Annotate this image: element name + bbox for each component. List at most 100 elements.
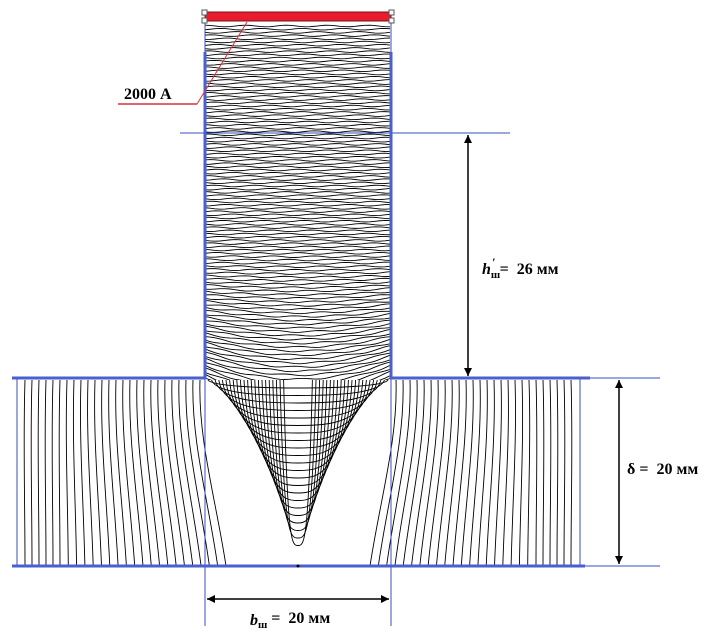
tooth-field-line-17 [205, 79, 391, 82]
tooth-field-line-19 [205, 85, 391, 89]
gap-u-line-17 [268, 380, 328, 516]
conductor [201, 9, 395, 24]
gap-left-line-18 [72, 380, 78, 566]
tooth-field-line-78 [205, 274, 391, 279]
gap-u-line-11 [247, 380, 349, 471]
gap-right-line-1 [377, 380, 404, 566]
tooth-field-line-30 [205, 120, 391, 124]
tooth-field-line-95 [205, 328, 391, 341]
tooth-field-line-52 [205, 191, 391, 194]
tooth-field-line-68 [205, 242, 391, 245]
tooth-right-wall [389, 52, 590, 380]
center-mark [296, 564, 300, 568]
geometry-outline [12, 52, 590, 568]
tooth-field-line-96 [205, 332, 391, 345]
gap-u-line-13 [254, 380, 342, 486]
gap-u-line-15 [261, 380, 335, 501]
gap-right-line-11 [460, 380, 474, 566]
tooth-field-line-16 [205, 75, 391, 79]
tooth-field-line-27 [205, 111, 391, 114]
tooth-field-line-86 [205, 299, 391, 307]
tooth-field-line-102 [205, 351, 391, 368]
tooth-field-line-69 [205, 245, 391, 249]
tooth-field-line-40 [205, 152, 391, 156]
tooth-field-line-32 [205, 127, 391, 130]
tooth-field-line-29 [205, 117, 391, 121]
tooth-field-line-98 [205, 338, 391, 353]
gap-right-line-16 [502, 380, 509, 566]
tooth-left-wall [12, 52, 207, 380]
tooth-field-line-56 [205, 203, 391, 207]
tooth-field-line-24 [205, 101, 391, 105]
tooth-field-line-67 [205, 239, 391, 242]
gap-right-line-13 [477, 380, 488, 566]
tooth-field-line-46 [205, 171, 391, 175]
tooth-field-line-65 [205, 232, 391, 236]
tooth-field-line-84 [205, 294, 391, 300]
tooth-field-line-93 [205, 323, 391, 333]
tooth-field-line-85 [205, 297, 391, 304]
gap-right-line-2 [386, 380, 411, 566]
tooth-field-line-48 [205, 178, 391, 181]
tooth-field-line-80 [205, 281, 391, 286]
tooth-field-line-79 [205, 277, 391, 282]
gap-right-line-15 [494, 380, 502, 566]
gap-left-line-16 [87, 380, 94, 566]
tooth-height-dimension: hш′ = 26 мм [464, 135, 559, 376]
tooth-field-line-64 [205, 229, 391, 233]
tooth-field-line-100 [205, 345, 391, 360]
gap-left-line-12 [115, 380, 127, 566]
tooth-field-line-33 [205, 130, 391, 133]
tooth-field-line-60 [205, 216, 391, 220]
tooth-field-line-99 [205, 341, 391, 357]
tooth-field-line-47 [205, 175, 391, 178]
tooth-field-line-0 [205, 24, 391, 28]
tooth-field-line-11 [205, 59, 391, 63]
tooth-field-line-76 [205, 268, 391, 272]
current-leader-line [196, 21, 248, 105]
tooth-field-line-5 [205, 40, 391, 44]
gap-right-line-4 [402, 380, 425, 566]
gap-left-line-11 [122, 380, 136, 566]
tooth-field-line-77 [205, 271, 391, 275]
gap-left-line-9 [136, 380, 152, 566]
tooth-field-line-104 [205, 357, 391, 377]
tooth-field-line-63 [205, 226, 391, 229]
gap-right-line-12 [469, 380, 481, 566]
tooth-field-line-18 [205, 82, 391, 85]
tooth-field-line-88 [205, 306, 391, 315]
gap-label: δ = 20 мм [627, 461, 698, 478]
tooth-field-line-59 [205, 213, 391, 217]
gap-u-line-12 [250, 380, 346, 479]
gap-left-line-20 [58, 380, 61, 566]
tooth-field-line-72 [205, 255, 391, 258]
gap-u-line-8 [236, 380, 360, 449]
tooth-field-line-61 [205, 219, 391, 223]
tooth-field-line-1 [205, 27, 391, 31]
gap-left-line-6 [157, 380, 177, 566]
gap-u-line-9 [239, 380, 357, 456]
tooth-field-line-42 [205, 159, 391, 162]
gap-left-line-4 [171, 380, 194, 566]
gap-right-line-20 [535, 380, 538, 566]
tooth-field-line-13 [205, 66, 391, 69]
tooth-field-line-87 [205, 303, 391, 311]
tooth-field-line-107 [205, 367, 391, 380]
gap-u-line-20 [279, 380, 317, 539]
gap-right-line-10 [452, 380, 467, 566]
tooth-field-line-92 [205, 319, 391, 329]
tooth-field-line-3 [205, 34, 391, 37]
tooth-field-line-62 [205, 223, 391, 226]
tooth-field-line-41 [205, 155, 391, 159]
conductor-bar [204, 11, 392, 22]
gap-right-line-21 [542, 380, 545, 566]
tooth-field-line-73 [205, 258, 391, 262]
tooth-field-line-51 [205, 187, 391, 191]
gap-right-line-9 [444, 380, 460, 566]
tooth-field-line-74 [205, 261, 391, 265]
gap-right-line-17 [510, 380, 516, 566]
gap-left-line-7 [150, 380, 169, 566]
gap-right-line-5 [411, 380, 432, 566]
tooth-field-line-15 [205, 72, 391, 76]
